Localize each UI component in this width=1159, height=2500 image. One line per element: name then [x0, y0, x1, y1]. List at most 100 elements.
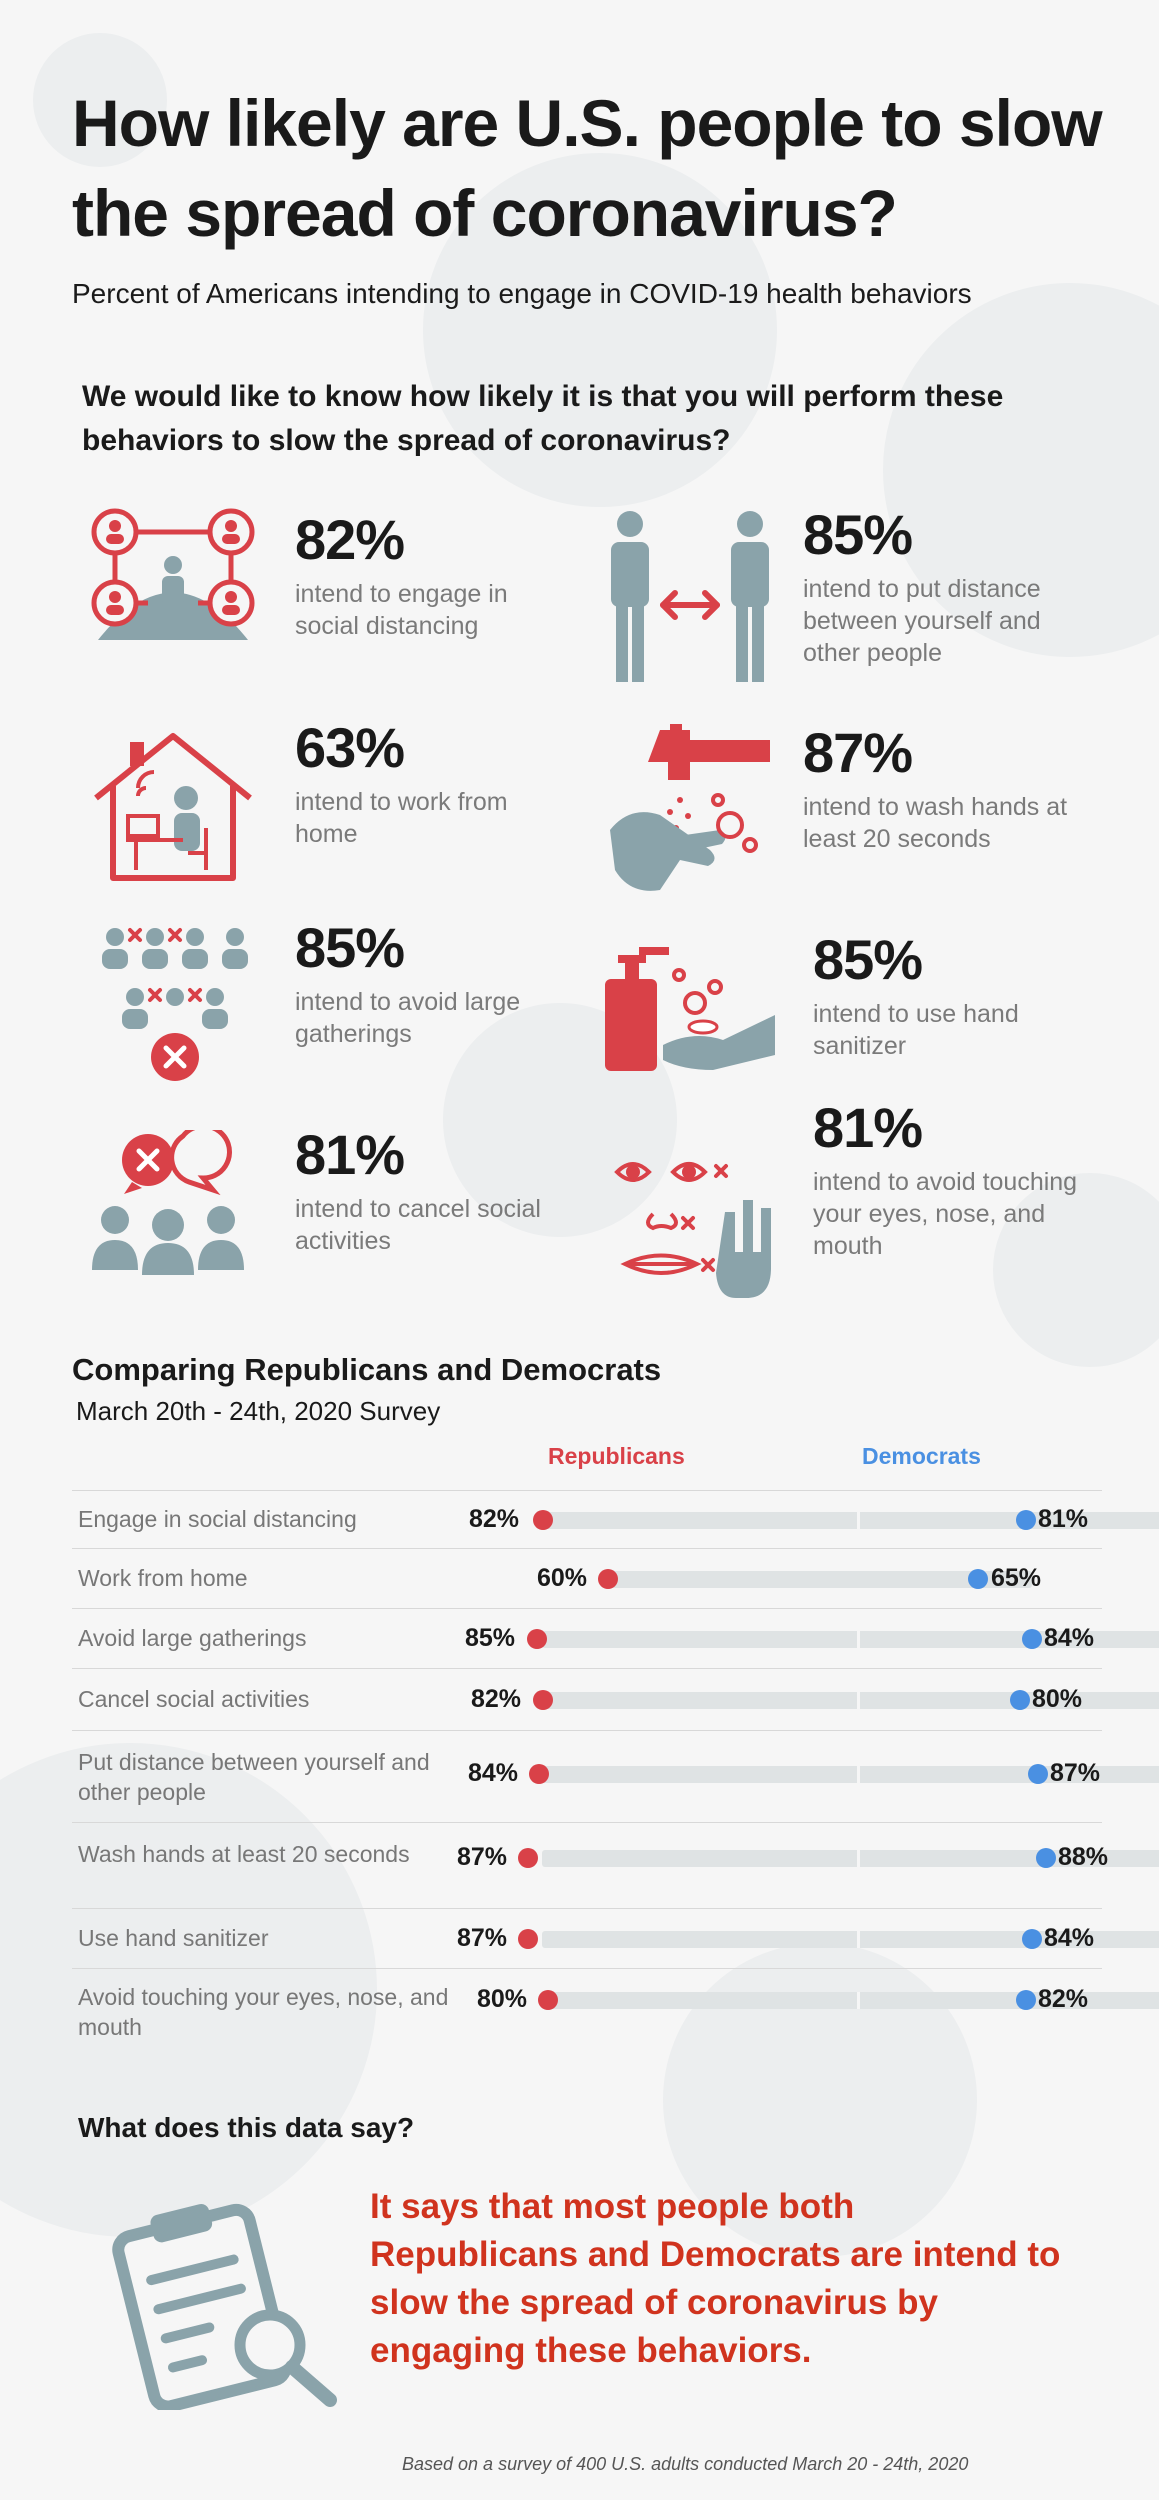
row-divider	[72, 1730, 1102, 1731]
distance-people-icon	[605, 510, 775, 685]
row-track	[542, 1931, 1159, 1948]
democrat-value: 84%	[1044, 1624, 1095, 1652]
republican-dot	[533, 1510, 553, 1530]
legend-democrats: Democrats	[862, 1443, 981, 1469]
row-divider	[72, 1822, 1102, 1823]
stat-hand-sanitizer: 85% intend to use hand sanitizer	[813, 930, 1103, 1062]
row-track	[542, 1692, 1159, 1709]
republican-dot	[538, 1990, 558, 2010]
clipboard-search-icon	[95, 2200, 345, 2410]
comparison-title: Comparing Republicans and Democrats	[72, 1352, 662, 1387]
row-divider	[72, 1968, 1102, 1969]
republican-dot	[518, 1929, 538, 1949]
stat-cancel-social: 81% intend to cancel social activities	[295, 1125, 575, 1257]
democrat-value: 65%	[991, 1564, 1042, 1592]
democrat-value: 82%	[1038, 1985, 1089, 2013]
row-label: Work from home	[78, 1565, 248, 1591]
stat-description: intend to wash hands at least 20 seconds	[803, 793, 1068, 853]
stat-percent: 85%	[295, 916, 405, 979]
comparison-row: Put distance between yourself and other …	[72, 1730, 1159, 1822]
survey-question: We would like to know how likely it is t…	[82, 380, 1004, 457]
democrat-dot	[1022, 1929, 1042, 1949]
stat-percent: 82%	[295, 508, 405, 571]
stat-percent: 81%	[813, 1096, 923, 1159]
stat-work-from-home: 63% intend to work from home	[295, 718, 575, 850]
row-track	[542, 1992, 1159, 2009]
comparison-row: Cancel social activities 82% 80%	[72, 1668, 1159, 1730]
republican-value: 84%	[468, 1759, 519, 1787]
republican-dot	[533, 1690, 553, 1710]
comparison-row: Avoid touching your eyes, nose, and mout…	[72, 1968, 1159, 2048]
democrat-dot	[1010, 1690, 1030, 1710]
row-track	[542, 1766, 1159, 1783]
row-track	[612, 1571, 1032, 1588]
row-label: Engage in social distancing	[78, 1506, 357, 1532]
stat-description: intend to avoid touching your eyes, nose…	[813, 1168, 1078, 1260]
stat-percent: 85%	[803, 503, 913, 566]
republican-value: 85%	[465, 1624, 516, 1652]
comparison-row: Use hand sanitizer 87% 84%	[72, 1908, 1159, 1968]
row-divider	[72, 1490, 1102, 1491]
page-subtitle: Percent of Americans intending to engage…	[72, 278, 972, 309]
hand-washing-icon	[600, 720, 780, 895]
row-label: Put distance between yourself and other …	[78, 1749, 430, 1805]
stat-description: intend to use hand sanitizer	[813, 1000, 1019, 1060]
comparison-subtitle: March 20th - 24th, 2020 Survey	[76, 1396, 441, 1426]
stat-description: intend to engage in social distancing	[295, 580, 508, 640]
stat-wash-hands: 87% intend to wash hands at least 20 sec…	[803, 723, 1103, 855]
stat-description: intend to work from home	[295, 788, 508, 848]
work-from-home-icon	[88, 728, 258, 883]
stat-put-distance: 85% intend to put distance between yours…	[803, 505, 1103, 669]
row-track	[542, 1512, 1159, 1529]
social-network-icon	[88, 505, 258, 640]
face-touch-icon	[613, 1152, 783, 1302]
stat-percent: 85%	[813, 928, 923, 991]
stat-percent: 87%	[803, 721, 913, 784]
democrat-dot	[1028, 1764, 1048, 1784]
republican-dot	[518, 1848, 538, 1868]
page-title: How likely are U.S. people to slow the s…	[72, 86, 1103, 250]
comparison-row: Work from home 60% 65%	[72, 1548, 1102, 1608]
republican-value: 80%	[477, 1985, 528, 2013]
cancel-social-icon	[88, 1130, 248, 1275]
stat-percent: 81%	[295, 1123, 405, 1186]
row-divider	[72, 1548, 1102, 1549]
gathering-icon	[98, 925, 248, 1085]
democrat-value: 81%	[1038, 1505, 1089, 1533]
stat-description: intend to avoid large gatherings	[295, 988, 521, 1048]
comparison-row: Avoid large gatherings 85% 84%	[72, 1608, 1159, 1668]
row-label: Avoid touching your eyes, nose, and mout…	[78, 1984, 449, 2040]
stat-avoid-touching: 81% intend to avoid touching your eyes, …	[813, 1098, 1103, 1262]
republican-value: 82%	[471, 1685, 522, 1713]
stat-description: intend to put distance between yourself …	[803, 575, 1041, 667]
republican-value: 87%	[457, 1924, 508, 1952]
republican-dot	[598, 1569, 618, 1589]
comparison-row: Wash hands at least 20 seconds 87% 88%	[72, 1822, 1159, 1914]
republican-value: 82%	[469, 1505, 520, 1533]
democrat-dot	[1036, 1848, 1056, 1868]
row-track	[542, 1850, 1159, 1867]
row-label: Wash hands at least 20 seconds	[78, 1841, 410, 1867]
takeaway-text: It says that most people both Republican…	[370, 2187, 1061, 2370]
footnote: Based on a survey of 400 U.S. adults con…	[402, 2454, 969, 2474]
democrat-dot	[1016, 1990, 1036, 2010]
row-track	[542, 1631, 1159, 1648]
row-label: Cancel social activities	[78, 1686, 310, 1712]
democrat-dot	[1016, 1510, 1036, 1530]
row-divider	[72, 1668, 1102, 1669]
democrat-dot	[1022, 1629, 1042, 1649]
democrat-value: 84%	[1044, 1924, 1095, 1952]
comparison-row: Engage in social distancing 82% 81%	[72, 1490, 1159, 1548]
row-label: Avoid large gatherings	[78, 1625, 307, 1651]
stat-social-distancing: 82% intend to engage in social distancin…	[295, 510, 575, 642]
stat-description: intend to cancel social activities	[295, 1195, 541, 1255]
republican-value: 87%	[457, 1843, 508, 1871]
stat-percent: 63%	[295, 716, 405, 779]
row-label: Use hand sanitizer	[78, 1925, 269, 1951]
democrat-dot	[968, 1569, 988, 1589]
democrat-value: 88%	[1058, 1843, 1109, 1871]
democrat-value: 87%	[1050, 1759, 1101, 1787]
legend-republicans: Republicans	[548, 1443, 685, 1469]
hand-sanitizer-icon	[603, 945, 778, 1075]
republican-dot	[529, 1764, 549, 1784]
